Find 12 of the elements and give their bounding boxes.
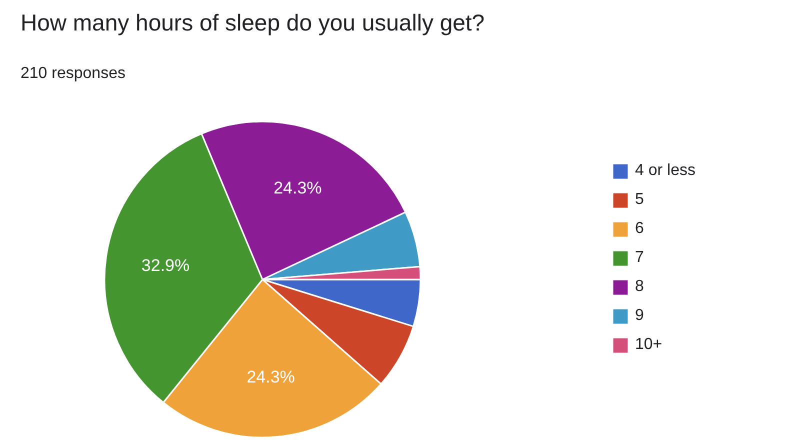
chart-title: How many hours of sleep do you usually get? [20, 10, 485, 36]
legend-label: 10+ [635, 336, 662, 354]
chart-subtitle: 210 responses [20, 65, 126, 82]
legend-label: 9 [635, 307, 645, 325]
legend-label: 8 [635, 278, 645, 296]
data-label: 24.3% [274, 178, 322, 198]
data-label: 32.9% [141, 256, 190, 276]
legend-label: 6 [635, 220, 645, 238]
legend-label: 7 [635, 249, 645, 267]
data-label: 24.3% [246, 368, 295, 387]
legend-label: 4 or less [635, 162, 696, 180]
legend-label: 5 [635, 191, 645, 209]
